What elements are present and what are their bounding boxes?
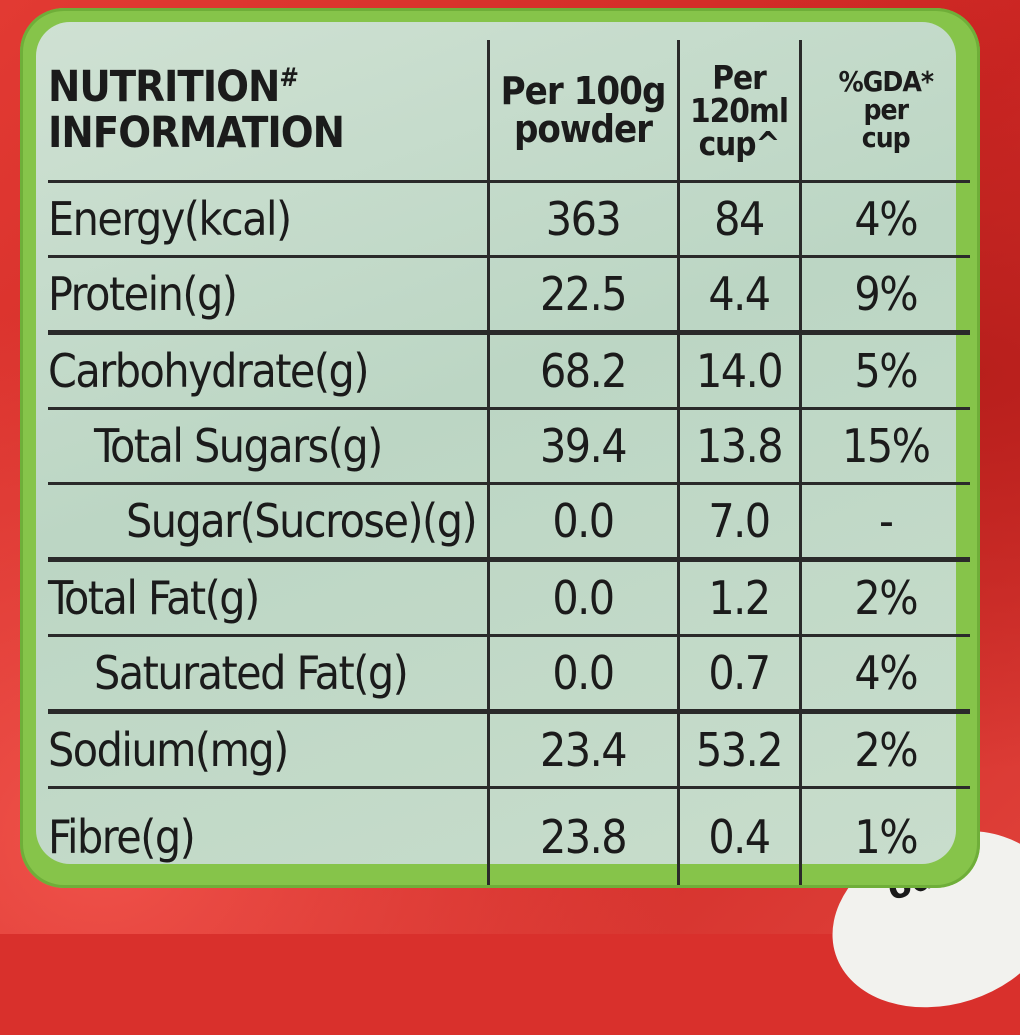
nutrient-name: Total Fat(g) xyxy=(48,557,490,637)
value-per-cup: 14.0 xyxy=(676,330,802,410)
value-per-100g: 23.4 xyxy=(486,709,680,789)
table-row-fibre: Fibre(g) 23.8 0.4 1% xyxy=(48,786,970,885)
value-per-cup: 84 xyxy=(676,180,802,258)
nutrient-name: Total Sugars(g) xyxy=(48,408,490,485)
value-gda: 2% xyxy=(798,709,970,789)
value-per-100g: 22.5 xyxy=(486,255,680,334)
value-gda: 4% xyxy=(798,635,970,713)
footnote-mark: # xyxy=(279,62,299,93)
table-row-saturated-fat: Saturated Fat(g) 0.0 0.7 4% xyxy=(48,635,970,713)
table-row-total-fat: Total Fat(g) 0.0 1.2 2% xyxy=(48,557,970,637)
table-row-sodium: Sodium(mg) 23.4 53.2 2% xyxy=(48,709,970,789)
value-gda: 15% xyxy=(798,408,970,485)
value-per-100g: 363 xyxy=(486,180,680,258)
nutrient-name: Fibre(g) xyxy=(48,786,490,885)
value-per-cup: 0.7 xyxy=(676,635,802,713)
value-per-100g: 0.0 xyxy=(486,557,680,637)
value-gda: - xyxy=(798,483,970,561)
column-header-per-100g: Per 100g powder xyxy=(486,40,680,183)
column-header-per-cup: Per 120ml cup^ xyxy=(676,40,802,183)
nutrient-name: Protein(g) xyxy=(48,255,490,334)
value-per-100g: 23.8 xyxy=(486,786,680,885)
header-row: NUTRITION# INFORMATION Per 100g powder P… xyxy=(48,40,970,183)
value-per-100g: 68.2 xyxy=(486,330,680,410)
value-per-cup: 53.2 xyxy=(676,709,802,789)
table-row-energy: Energy(kcal) 363 84 4% xyxy=(48,180,970,258)
value-gda: 5% xyxy=(798,330,970,410)
table-row-total-sugars: Total Sugars(g) 39.4 13.8 15% xyxy=(48,408,970,485)
nutrient-name: Sugar(Sucrose)(g) xyxy=(48,483,490,561)
value-per-cup: 4.4 xyxy=(676,255,802,334)
value-per-100g: 0.0 xyxy=(486,635,680,713)
table-title: NUTRITION# INFORMATION xyxy=(48,40,490,183)
value-per-100g: 0.0 xyxy=(486,483,680,561)
value-per-cup: 13.8 xyxy=(676,408,802,485)
nutrient-name: Sodium(mg) xyxy=(48,709,490,789)
value-gda: 1% xyxy=(798,786,970,885)
value-gda: 2% xyxy=(798,557,970,637)
nutrient-name: Saturated Fat(g) xyxy=(48,635,490,713)
nutrient-name: Carbohydrate(g) xyxy=(48,330,490,410)
value-gda: 4% xyxy=(798,180,970,258)
value-per-cup: 1.2 xyxy=(676,557,802,637)
value-per-cup: 0.4 xyxy=(676,786,802,885)
table-row-carbohydrate: Carbohydrate(g) 68.2 14.0 5% xyxy=(48,330,970,410)
column-header-gda: %GDA* per cup xyxy=(798,40,970,183)
table-row-sucrose: Sugar(Sucrose)(g) 0.0 7.0 - xyxy=(48,483,970,561)
value-gda: 9% xyxy=(798,255,970,334)
value-per-cup: 7.0 xyxy=(676,483,802,561)
nutrition-table: NUTRITION# INFORMATION Per 100g powder P… xyxy=(48,40,970,885)
table-row-protein: Protein(g) 22.5 4.4 9% xyxy=(48,255,970,334)
nutrient-name: Energy(kcal) xyxy=(48,180,490,258)
value-per-100g: 39.4 xyxy=(486,408,680,485)
